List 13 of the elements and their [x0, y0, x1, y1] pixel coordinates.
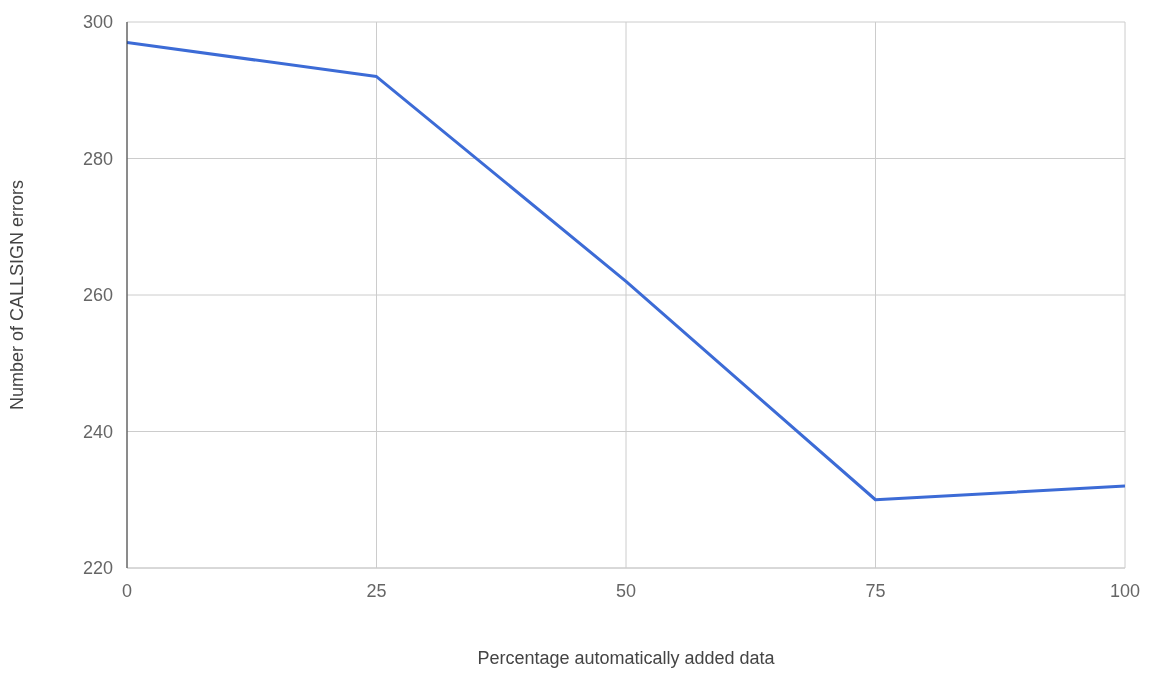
x-tick-label: 100	[1109, 580, 1141, 601]
y-tick-label: 240	[82, 421, 113, 442]
x-axis-title: Percentage automatically added data	[477, 648, 776, 668]
x-tick-label: 25	[366, 580, 387, 601]
y-tick-label: 280	[82, 148, 113, 169]
y-tick-label: 220	[82, 558, 113, 579]
y-axis-title: Number of CALLSIGN errors	[7, 179, 28, 411]
x-tick-label: 0	[121, 580, 133, 601]
y-tick-label: 260	[82, 285, 113, 306]
x-tick-label: 50	[615, 580, 637, 601]
y-tick-label: 300	[82, 12, 113, 33]
line-series	[127, 40, 1125, 502]
x-tick-label: 75	[865, 580, 886, 601]
